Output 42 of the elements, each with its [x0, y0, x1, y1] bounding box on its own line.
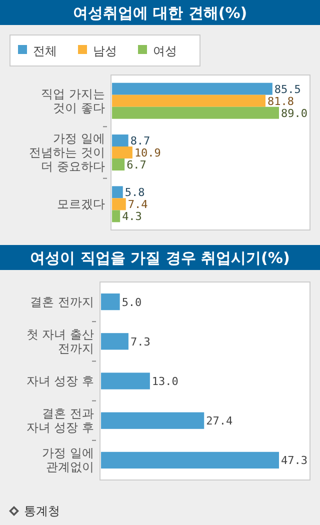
legend-label: 전체 [33, 44, 57, 58]
bar [112, 82, 272, 95]
y-tick-label: 결혼 전과 자녀 성장 후 [26, 406, 94, 435]
data-label: 47.3 [281, 454, 308, 468]
bar [101, 333, 128, 350]
bar [112, 106, 279, 119]
bar [112, 210, 120, 222]
y-tick-label: 직업 가지는 것이 좋다 [41, 86, 105, 115]
y-tick-label: 자녀 성장 후 [26, 374, 94, 388]
y-tick-label: 모르겠다 [57, 197, 105, 212]
bar [112, 198, 126, 210]
data-label: 10.9 [134, 146, 161, 160]
chart-title: 여성취업에 대한 견해(%) [72, 4, 248, 22]
bar [112, 94, 266, 107]
bar [101, 372, 150, 390]
data-label: 27.4 [206, 414, 233, 428]
data-label: 4.3 [122, 210, 142, 224]
bar [112, 158, 125, 170]
y-tick-label: 가정 일에 관계없이 [42, 446, 94, 474]
bar [112, 134, 128, 146]
data-label: 81.8 [267, 94, 294, 108]
y-tick-label: 첫 자녀 출산 전까지 [26, 327, 94, 356]
legend-label: 남성 [93, 44, 117, 58]
bar [101, 293, 120, 310]
data-label: 89.0 [281, 106, 308, 120]
data-label: 7.4 [128, 198, 148, 212]
chart-title: 여성이 직업을 가질 경우 취업시기(%) [30, 249, 290, 267]
data-label: 8.7 [130, 134, 150, 148]
data-label: 7.3 [130, 335, 150, 348]
bar [101, 412, 204, 429]
legend-label: 여성 [153, 44, 177, 58]
data-label: 5.8 [124, 186, 145, 200]
bar [101, 452, 279, 469]
bar [112, 146, 132, 158]
text: 통계청 [24, 504, 60, 518]
y-tick-label: 가정 일에 전념하는 것이 더 중요하다 [29, 132, 105, 174]
data-label: 85.5 [274, 82, 301, 96]
bar [112, 186, 123, 198]
data-label: 5.0 [122, 296, 142, 309]
data-label: 6.7 [126, 158, 146, 172]
data-label: 13.0 [152, 375, 178, 388]
y-tick-label: 결혼 전까지 [30, 294, 94, 309]
